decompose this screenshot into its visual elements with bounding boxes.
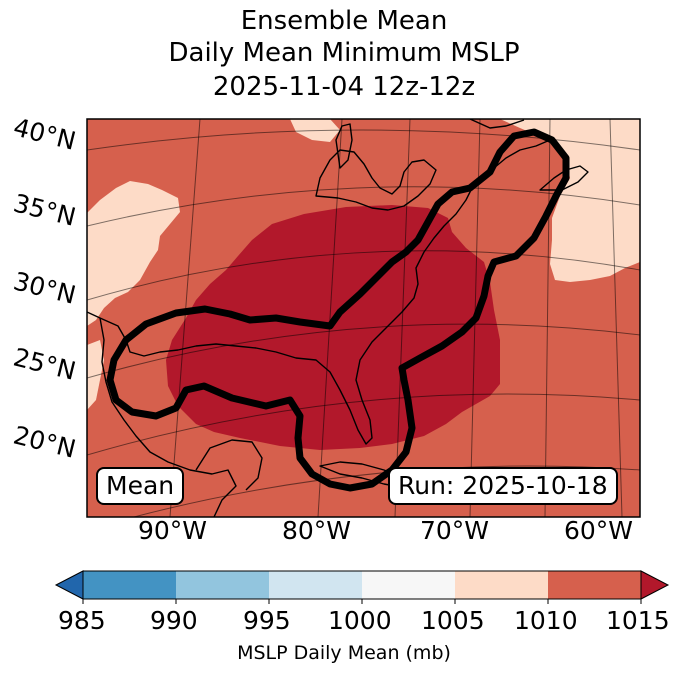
gulf-coast bbox=[87, 139, 551, 445]
colorbar-segment-1010-1015 bbox=[548, 571, 641, 599]
colorbar-high-extension bbox=[640, 570, 670, 600]
colorbar-tick-label: 1010 bbox=[514, 606, 578, 635]
title-line-3: 2025-11-04 12z-12z bbox=[212, 72, 476, 102]
lon-label-80w: 80°W bbox=[282, 516, 352, 545]
title-line-1: Ensemble Mean bbox=[240, 6, 448, 36]
colorbar bbox=[54, 570, 670, 604]
graticule-lon-90 bbox=[169, 119, 201, 517]
graticule-lat-40 bbox=[87, 129, 640, 151]
colorbar-low-extension bbox=[54, 570, 84, 600]
nova-scotia bbox=[539, 165, 589, 191]
graticule-lat-25 bbox=[87, 323, 640, 379]
mexico-coast bbox=[99, 317, 237, 517]
great-lakes bbox=[315, 149, 437, 211]
graticule-lat-35 bbox=[87, 186, 640, 227]
lon-label-90w: 90°W bbox=[138, 516, 208, 545]
lon-label-70w: 70°W bbox=[420, 516, 490, 545]
colorbar-tick-label: 1015 bbox=[606, 606, 670, 635]
colorbar-segment-1000-1005 bbox=[362, 571, 455, 599]
colorbar-tick-label: 995 bbox=[243, 606, 291, 635]
graticule-lat-15 bbox=[131, 465, 640, 517]
colorbar-tick-label: 985 bbox=[58, 606, 106, 635]
graticule-lon-60 bbox=[609, 119, 623, 517]
colorbar-segment-985-990 bbox=[83, 571, 176, 599]
lon-label-60w: 60°W bbox=[564, 516, 634, 545]
graticule-lon-75 bbox=[394, 119, 411, 517]
colorbar-tick-label: 1000 bbox=[328, 606, 392, 635]
graticule-lon-80 bbox=[317, 119, 343, 517]
colorbar-segment-990-995 bbox=[176, 571, 269, 599]
high-pressure-region-ne bbox=[500, 119, 640, 282]
yucatan-coast bbox=[195, 439, 263, 491]
graticule-lon-65 bbox=[544, 119, 551, 517]
graticule-lat-30 bbox=[87, 250, 640, 301]
title-line-2: Daily Mean Minimum MSLP bbox=[168, 38, 520, 68]
high-pressure-region-sw bbox=[87, 340, 104, 410]
colorbar-tick-label: 1005 bbox=[421, 606, 485, 635]
high-pressure-region-west bbox=[87, 181, 180, 326]
mean-annotation: Mean bbox=[96, 467, 185, 505]
lake-michigan bbox=[335, 123, 353, 169]
colorbar-tick-label: 990 bbox=[150, 606, 198, 635]
colorbar-segment-995-1000 bbox=[269, 571, 362, 599]
run-date-annotation: Run: 2025-10-18 bbox=[388, 467, 618, 505]
colorbar-title: MSLP Daily Mean (mb) bbox=[237, 642, 451, 664]
colorbar-segment-1005-1010 bbox=[455, 571, 548, 599]
map-frame bbox=[86, 118, 641, 518]
pressure-contour-1010 bbox=[106, 128, 570, 492]
north-coast bbox=[469, 119, 525, 129]
